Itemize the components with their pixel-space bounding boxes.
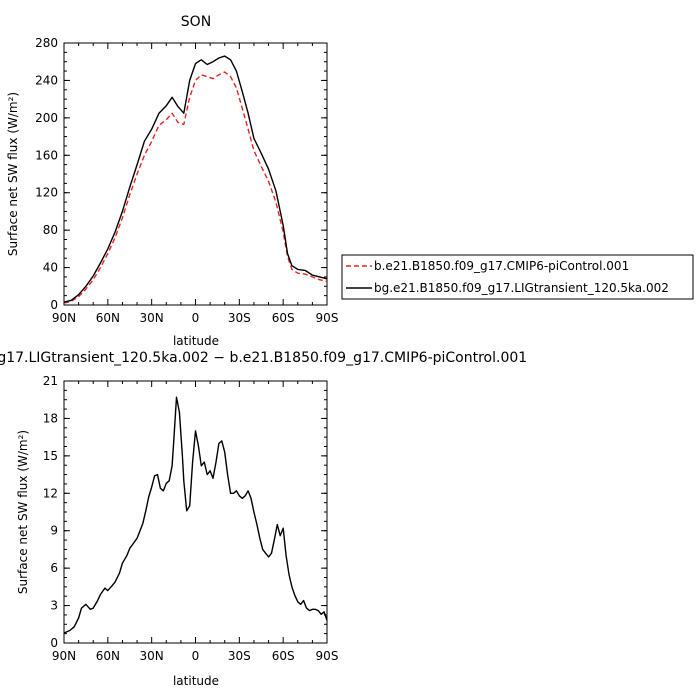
y-tick-label: 120 [35, 186, 58, 200]
legend: b.e21.B1850.f09_g17.CMIP6-piControl.001 … [341, 254, 694, 300]
plot-frame [63, 42, 328, 306]
x-tick-label: 60N [96, 649, 120, 663]
series-line-1 [63, 71, 328, 304]
y-tick-label: 200 [35, 111, 58, 125]
x-tick-label: 60S [272, 311, 295, 325]
x-tick-label: 30N [140, 649, 164, 663]
top-panel-xlabel: latitude [173, 334, 219, 348]
x-tick-label: 90N [52, 649, 76, 663]
y-tick-label: 280 [35, 36, 58, 50]
x-tick-label: 30S [228, 649, 251, 663]
y-tick-label: 21 [43, 374, 58, 388]
bottom-panel-xlabel: latitude [173, 674, 219, 688]
x-tick-label: 0 [192, 649, 200, 663]
y-tick-label: 40 [43, 261, 58, 275]
top-panel-plot-area: 90N 60N 30N 0 30S 60S 90S 0 40 80 120 160 200 240 280 [35, 36, 338, 325]
y-tick-label: 9 [50, 524, 58, 538]
series-line-2 [63, 55, 328, 303]
legend-box [341, 254, 694, 300]
x-tick-label: 90S [316, 311, 339, 325]
y-tick-label: 160 [35, 148, 58, 162]
y-tick-label: 3 [50, 599, 58, 613]
y-tick-label: 240 [35, 73, 58, 87]
x-tick-label: 90N [52, 311, 76, 325]
series-line-1 [63, 396, 328, 634]
top-panel: SON latitude Surface net SW flux (W/m²) … [6, 14, 338, 348]
x-tick-label: 0 [192, 311, 200, 325]
x-tick-label: 30N [140, 311, 164, 325]
y-tick-label: 0 [50, 636, 58, 650]
bottom-panel: bg.e21.B1850.f09_g17.LIGtransient_120.5k… [0, 350, 527, 688]
legend-label-series-2: bg.e21.B1850.f09_g17.LIGtransient_120.5k… [374, 281, 669, 295]
top-panel-title: SON [181, 14, 211, 30]
bottom-panel-ylabel: Surface net SW flux (W/m²) [16, 430, 30, 594]
y-tick-label: 18 [43, 411, 58, 425]
bottom-panel-plot-area: 90N 60N 30N 0 30S 60S 90S 0 3 6 9 12 15 18 21 [43, 374, 339, 663]
plot-frame [63, 380, 328, 644]
y-tick-label: 80 [43, 223, 58, 237]
x-tick-label: 60N [96, 311, 120, 325]
top-panel-ylabel: Surface net SW flux (W/m²) [6, 92, 20, 256]
x-tick-label: 60S [272, 649, 295, 663]
bottom-panel-title: bg.e21.B1850.f09_g17.LIGtransient_120.5k… [0, 350, 527, 366]
x-tick-label: 30S [228, 311, 251, 325]
y-tick-label: 6 [50, 561, 58, 575]
y-tick-label: 15 [43, 449, 58, 463]
y-tick-label: 12 [43, 486, 58, 500]
legend-label-series-1: b.e21.B1850.f09_g17.CMIP6-piControl.001 [374, 259, 629, 273]
y-tick-label: 0 [50, 298, 58, 312]
x-tick-label: 90S [316, 649, 339, 663]
